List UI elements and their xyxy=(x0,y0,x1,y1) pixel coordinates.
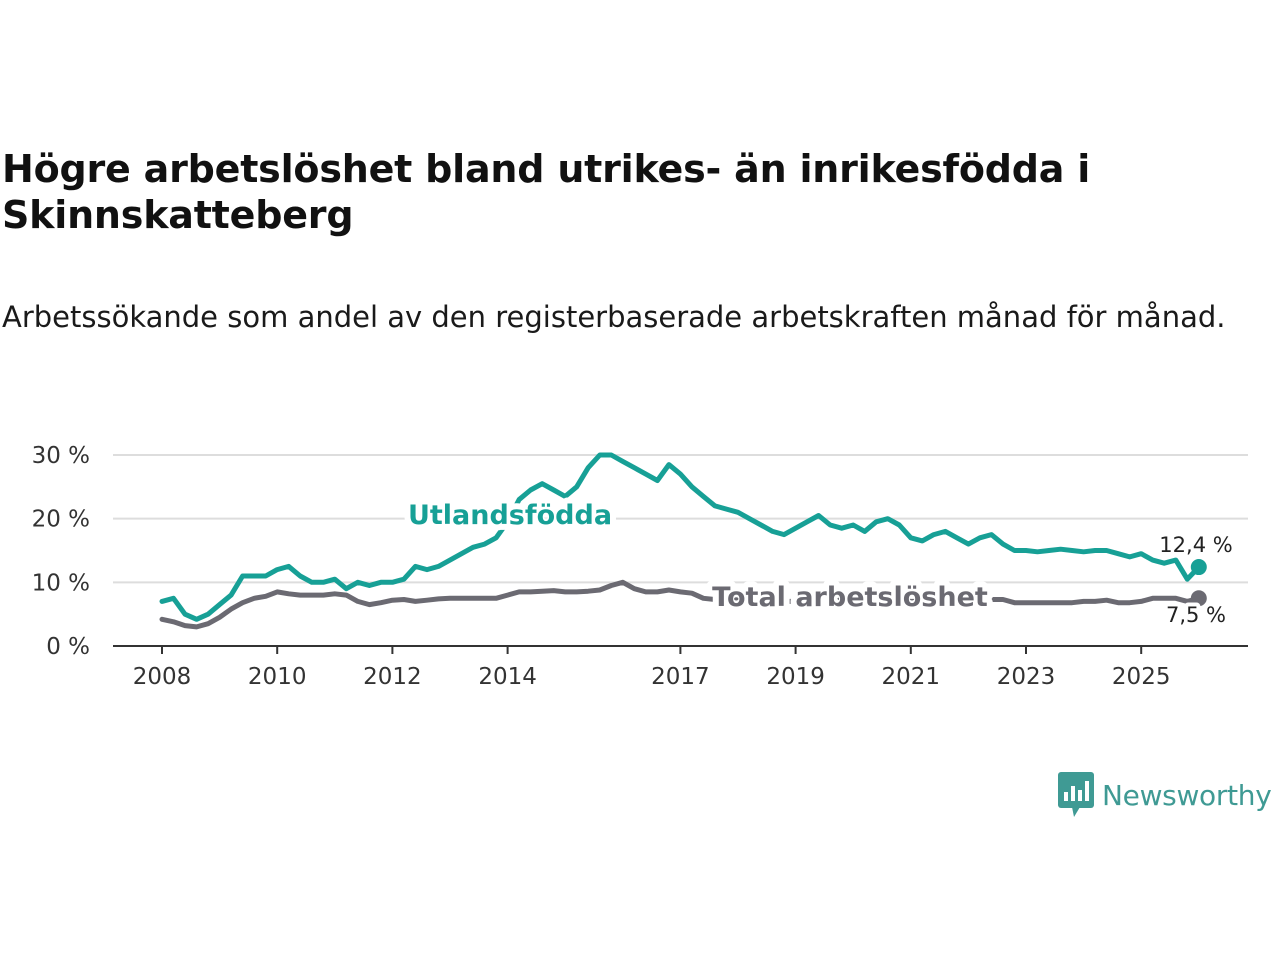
series-line-utlandsfodda xyxy=(159,452,1202,622)
x-tick-label: 2023 xyxy=(997,664,1056,690)
series-label-total: Total arbetslöshet xyxy=(712,582,988,613)
x-tick-label: 2010 xyxy=(248,664,307,690)
y-axis-ticks: 0 % 10 % 20 % 30 % xyxy=(32,443,90,660)
page-title: Högre arbetslöshet bland utrikes- än inr… xyxy=(2,147,1091,237)
series-labels: Utlandsfödda Total arbetslöshet 12,4 % 7,5 … xyxy=(402,494,1237,631)
y-tick-label: 30 % xyxy=(32,443,90,469)
x-axis: 2008 2010 2012 2014 2017 2019 2021 2023 2025 xyxy=(113,645,1248,690)
end-point-total xyxy=(1190,590,1207,607)
y-tick-label: 0 % xyxy=(46,634,90,660)
chart-subtitle: Arbetssökande som andel av den registerb… xyxy=(2,300,1226,334)
x-tick-label: 2014 xyxy=(478,664,537,690)
end-value-utlandsfodda: 12,4 % xyxy=(1159,533,1232,557)
x-tick-label: 2025 xyxy=(1112,664,1171,690)
newsworthy-logo[interactable]: Newsworthy xyxy=(1058,772,1272,818)
series-label-utlandsfodda: Utlandsfödda xyxy=(408,500,612,531)
gridlines xyxy=(113,454,1248,584)
end-point-utlandsfodda xyxy=(1190,559,1207,576)
series-line-total xyxy=(159,579,1202,630)
series-lines xyxy=(159,452,1207,630)
end-value-total: 7,5 % xyxy=(1166,603,1226,627)
x-tick-label: 2019 xyxy=(766,664,825,690)
x-tick-label: 2012 xyxy=(363,664,422,690)
x-tick-label: 2017 xyxy=(651,664,710,690)
newsworthy-logo-icon xyxy=(1058,772,1094,817)
x-tick-label: 2021 xyxy=(882,664,941,690)
y-tick-label: 10 % xyxy=(32,570,90,596)
brand-name: Newsworthy xyxy=(1102,778,1272,812)
x-tick-label: 2008 xyxy=(133,664,192,690)
line-chart: 0 % 10 % 20 % 30 % 2008 2010 2012 2014 2017 2019… xyxy=(32,443,1248,690)
y-tick-label: 20 % xyxy=(32,507,90,533)
